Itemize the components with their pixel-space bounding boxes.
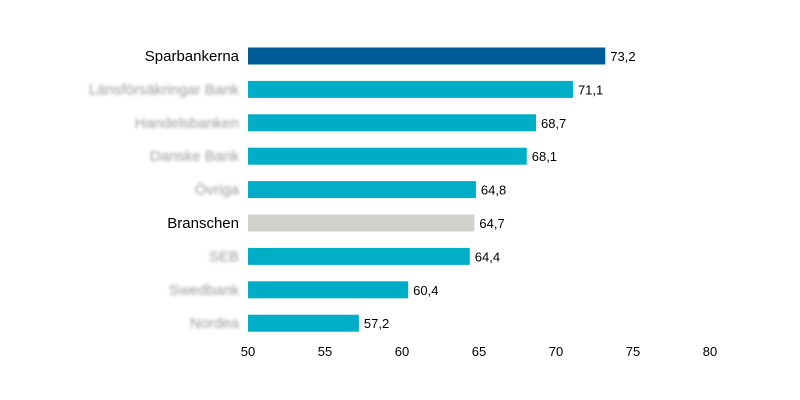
category-label-0: Sparbankerna (145, 48, 240, 65)
x-tick-label-4: 70 (549, 344, 563, 359)
value-label-4: 64,8 (481, 183, 506, 198)
x-tick-label-2: 60 (395, 344, 409, 359)
bar-1 (248, 80, 573, 98)
x-tick-label-3: 65 (472, 344, 486, 359)
value-label-3: 68,1 (532, 149, 557, 164)
value-label-0: 73,2 (610, 49, 635, 64)
value-label-2: 68,7 (541, 116, 566, 131)
category-label-1: Länsförsäkringar Bank (89, 81, 240, 98)
bar-0 (248, 47, 606, 65)
value-label-6: 64,4 (475, 249, 500, 264)
bar-8 (248, 314, 359, 332)
value-label-8: 57,2 (364, 316, 389, 331)
value-label-5: 64,7 (479, 216, 504, 231)
value-label-7: 60,4 (413, 283, 438, 298)
bar-6 (248, 247, 470, 265)
x-axis-ticks: 50 55 60 65 70 75 80 (241, 344, 717, 359)
category-label-2: Handelsbanken (135, 115, 239, 132)
bar-7 (248, 281, 409, 299)
category-label-3: Danske Bank (150, 148, 240, 165)
category-label-5: Branschen (167, 215, 239, 232)
x-tick-label-5: 75 (626, 344, 640, 359)
category-label-4: Övriga (195, 181, 240, 199)
bar-3 (248, 147, 527, 165)
category-labels: Sparbankerna Länsförsäkringar Bank Handels… (89, 48, 240, 332)
bar-5 (248, 214, 475, 232)
value-labels: 73,2 71,1 68,7 68,1 64,8 64,7 64,4 60,4 57,2 (364, 49, 636, 331)
value-label-1: 71,1 (578, 82, 603, 97)
x-tick-label-1: 55 (318, 344, 332, 359)
category-label-8: Nordea (190, 315, 240, 332)
x-tick-label-0: 50 (241, 344, 255, 359)
bar-4 (248, 181, 476, 199)
bars-group (248, 47, 606, 332)
category-label-6: SEB (209, 248, 239, 265)
category-label-7: Swedbank (169, 282, 240, 299)
x-tick-label-6: 80 (703, 344, 717, 359)
bar-2 (248, 114, 536, 132)
